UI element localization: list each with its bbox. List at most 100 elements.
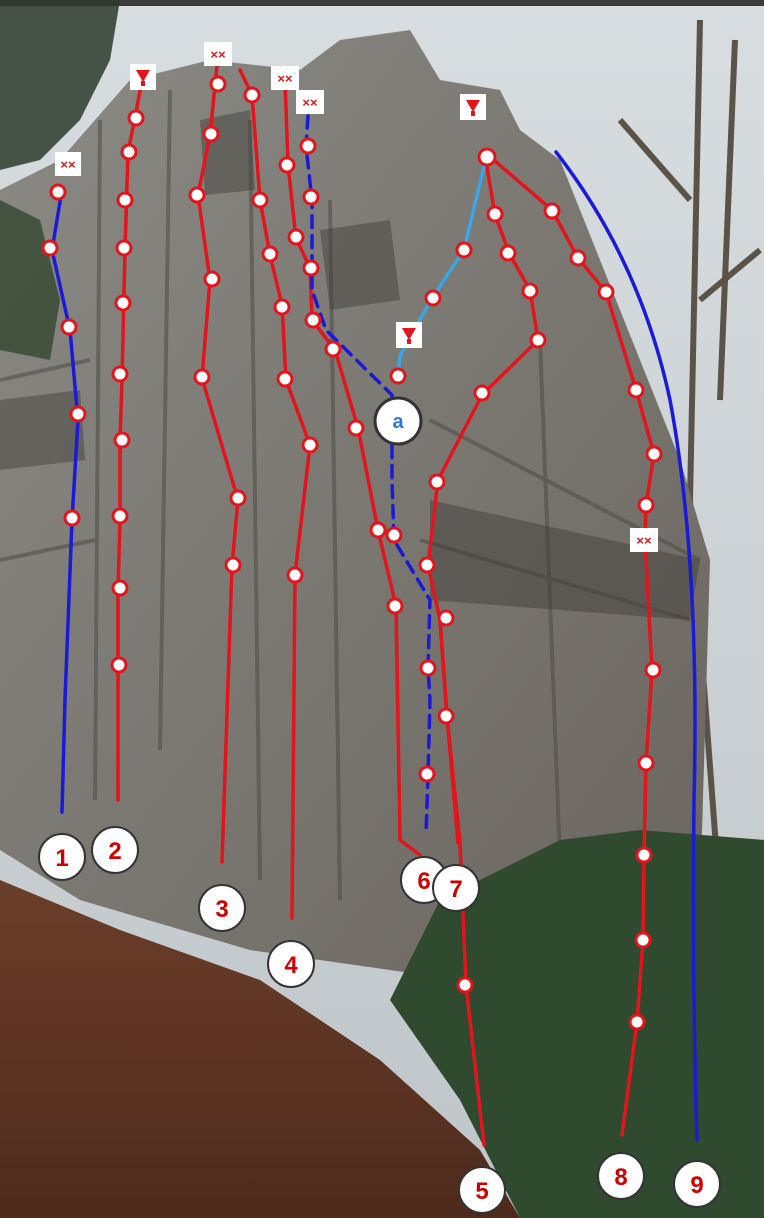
bolt (112, 658, 126, 672)
variant-marker[interactable]: a (375, 398, 421, 444)
bolt (288, 568, 302, 582)
route-label-2[interactable]: 2 (92, 827, 138, 873)
route-label-3[interactable]: 3 (199, 885, 245, 931)
rappel-anchor-icon: ×× (296, 90, 324, 114)
bolt (488, 207, 502, 221)
route-number: 2 (108, 838, 121, 865)
bolt (115, 433, 129, 447)
lower-off-icon (396, 322, 422, 348)
bolt (387, 528, 401, 542)
bolt (531, 333, 545, 347)
rappel-anchor-icon: ×× (55, 152, 81, 176)
lower-off-icon (130, 64, 156, 90)
bolt (211, 77, 225, 91)
route-number: 6 (417, 868, 430, 895)
bolt (326, 342, 340, 356)
bolt (113, 581, 127, 595)
bolt (421, 661, 435, 675)
route-number: 5 (475, 1178, 488, 1205)
bolt (71, 407, 85, 421)
bolt (420, 558, 434, 572)
bolt (439, 709, 453, 723)
bolt (439, 611, 453, 625)
route-label-8[interactable]: 8 (598, 1153, 644, 1199)
bolt (280, 158, 294, 172)
bolt (245, 88, 259, 102)
bolt (639, 756, 653, 770)
bolt (278, 372, 292, 386)
bolt (639, 498, 653, 512)
svg-text:××: ×× (636, 533, 652, 548)
bolt (129, 111, 143, 125)
svg-text:××: ×× (60, 157, 76, 172)
bolt (190, 188, 204, 202)
bolt (430, 475, 444, 489)
bolt (289, 230, 303, 244)
bolt (306, 313, 320, 327)
svg-text:××: ×× (302, 95, 318, 110)
bolt (545, 204, 559, 218)
bolt (231, 491, 245, 505)
bolt (475, 386, 489, 400)
bolt (113, 367, 127, 381)
rappel-anchor-icon: ×× (271, 66, 299, 90)
bolt (304, 190, 318, 204)
bolt (65, 511, 79, 525)
bolt (263, 247, 277, 261)
bolt (118, 193, 132, 207)
bolt (349, 421, 363, 435)
rappel-anchor-icon: ×× (204, 42, 232, 66)
bolt (51, 185, 65, 199)
bolt (301, 139, 315, 153)
bolt (275, 300, 289, 314)
route-label-7[interactable]: 7 (433, 865, 479, 911)
svg-text:××: ×× (210, 47, 226, 62)
bolt (457, 243, 471, 257)
route-label-4[interactable]: 4 (268, 941, 314, 987)
bolt (420, 767, 434, 781)
variant-label: a (392, 411, 404, 433)
bolt (117, 241, 131, 255)
bolt (599, 285, 613, 299)
route-number: 1 (55, 845, 68, 872)
bolt (253, 193, 267, 207)
bolt (204, 127, 218, 141)
bolt (113, 509, 127, 523)
bolt (646, 663, 660, 677)
bolt (371, 523, 385, 537)
bolt (636, 933, 650, 947)
bolt (501, 246, 515, 260)
bolt (629, 383, 643, 397)
rappel-anchor-icon: ×× (630, 528, 658, 552)
bolt (43, 241, 57, 255)
bolt (304, 261, 318, 275)
bolt (226, 558, 240, 572)
route-number: 7 (449, 876, 462, 903)
bolt (523, 284, 537, 298)
route-label-9[interactable]: 9 (674, 1161, 720, 1207)
bolt (637, 848, 651, 862)
route-number: 3 (215, 896, 228, 923)
bolt (391, 369, 405, 383)
bolt (205, 272, 219, 286)
route-label-5[interactable]: 5 (459, 1167, 505, 1213)
route-number: 4 (284, 952, 298, 979)
bolt (630, 1015, 644, 1029)
route-label-1[interactable]: 1 (39, 834, 85, 880)
bolt (479, 149, 495, 165)
bolt (426, 291, 440, 305)
route-number: 8 (614, 1164, 627, 1191)
bolt (195, 370, 209, 384)
bolt (388, 599, 402, 613)
bolt (122, 145, 136, 159)
bolt (62, 320, 76, 334)
bolt (571, 251, 585, 265)
route-number: 9 (690, 1172, 703, 1199)
bolt (647, 447, 661, 461)
lower-off-icon (460, 94, 486, 120)
bolt (303, 438, 317, 452)
bolt (116, 296, 130, 310)
svg-text:××: ×× (277, 71, 293, 86)
bolt (458, 978, 472, 992)
